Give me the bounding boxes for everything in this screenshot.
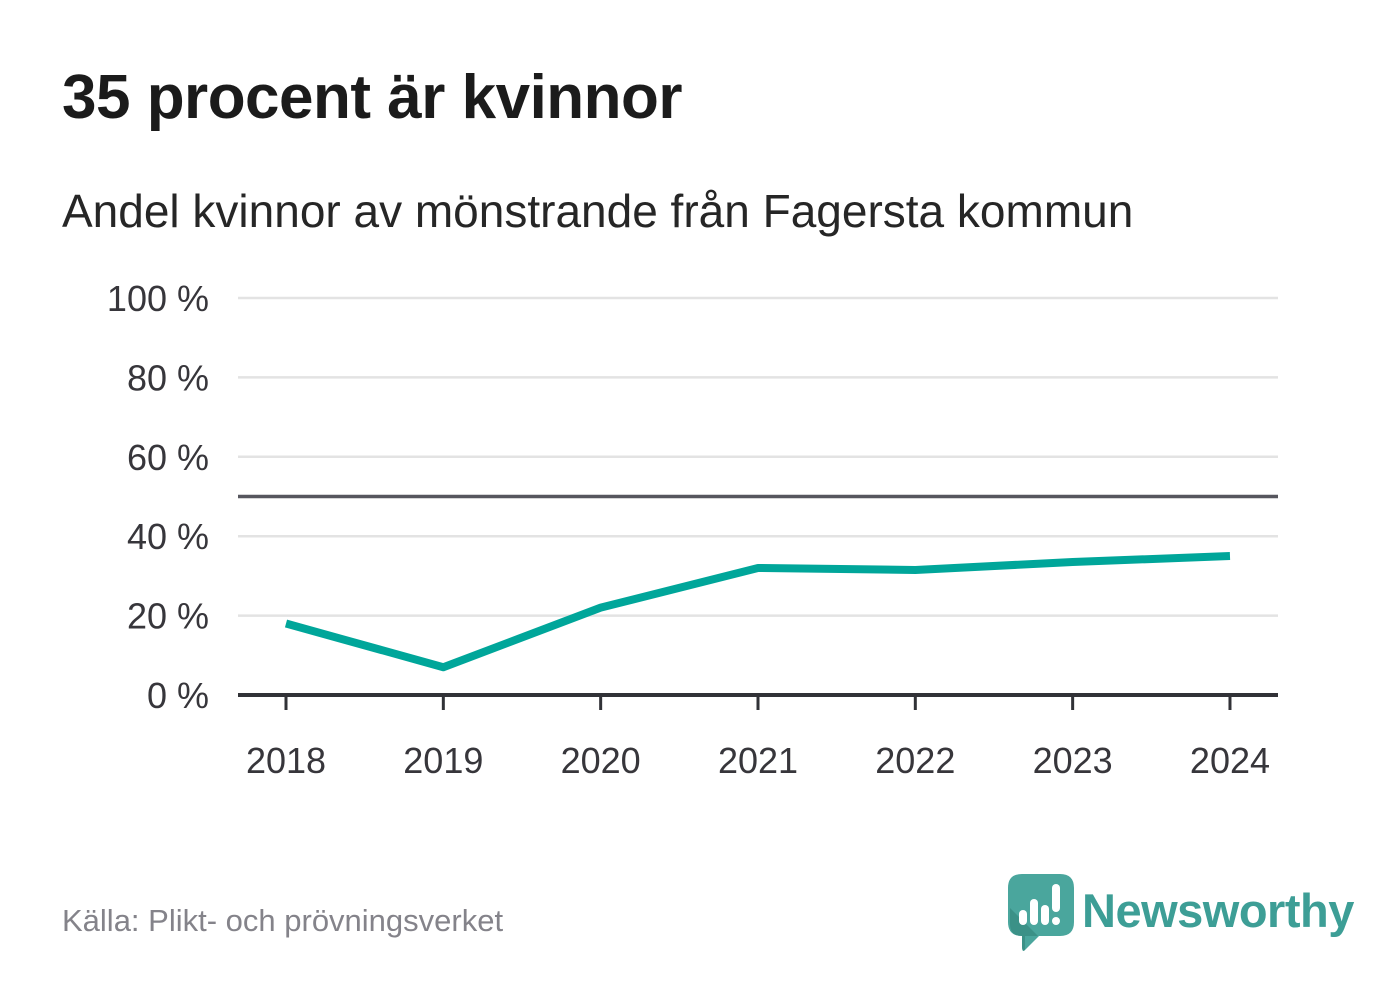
chart-title: 35 procent är kvinnor [62, 63, 683, 132]
exclamation-bar-icon [1052, 884, 1060, 912]
y-axis-label: 100 % [107, 278, 209, 319]
data-line [284, 552, 1231, 672]
newsworthy-speech-bubble-barchart-icon [1008, 874, 1074, 951]
source-note: Källa: Plikt- och prövningsverket [62, 903, 504, 938]
speech-bubble-shadow [1010, 908, 1038, 951]
newsworthy-logo-text: Newsworthy [1082, 884, 1354, 937]
newsworthy-logo: Newsworthy [1008, 874, 1354, 958]
x-axis-label: 2019 [403, 740, 483, 781]
y-axis-label: 0 % [147, 675, 209, 716]
bar-icon-1 [1019, 910, 1027, 925]
y-axis-label: 40 % [127, 516, 209, 557]
x-axis-label: 2018 [246, 740, 326, 781]
bar-icon-2 [1030, 899, 1038, 925]
x-axis-label: 2020 [561, 740, 641, 781]
chart-subtitle: Andel kvinnor av mönstrande från Fagerst… [62, 185, 1134, 237]
x-axis-label: 2023 [1033, 740, 1113, 781]
y-axis-label: 80 % [127, 357, 209, 398]
y-axis-label: 20 % [127, 596, 209, 637]
x-axis-label: 2024 [1190, 740, 1270, 781]
bar-icon-3 [1041, 905, 1049, 925]
x-axis-label: 2021 [718, 740, 798, 781]
exclamation-dot-icon [1052, 917, 1060, 925]
x-axis-label: 2022 [875, 740, 955, 781]
y-axis-label: 60 % [127, 437, 209, 478]
